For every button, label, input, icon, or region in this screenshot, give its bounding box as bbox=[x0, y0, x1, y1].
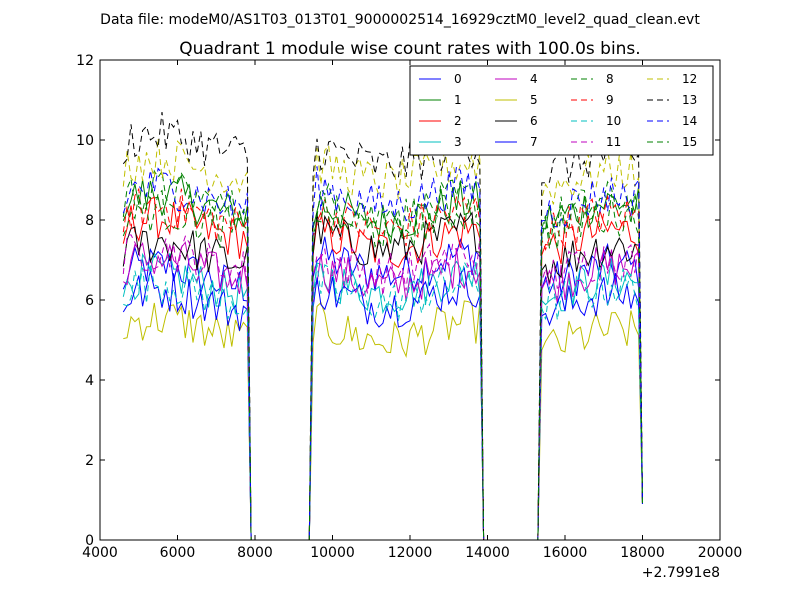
y-tick-label: 12 bbox=[76, 53, 94, 69]
x-offset-label: +2.7991e8 bbox=[642, 565, 720, 581]
x-tick-label: 8000 bbox=[237, 545, 273, 561]
x-tick-label: 12000 bbox=[388, 545, 433, 561]
legend-label: 0 bbox=[454, 72, 462, 86]
series-line-7 bbox=[122, 266, 643, 541]
legend-label: 6 bbox=[530, 114, 538, 128]
legend-label: 13 bbox=[682, 93, 697, 107]
series-line-8 bbox=[122, 169, 643, 541]
x-tick-label: 16000 bbox=[543, 545, 588, 561]
legend-label: 14 bbox=[682, 114, 697, 128]
legend-label: 9 bbox=[606, 93, 614, 107]
y-tick-label: 10 bbox=[76, 133, 94, 149]
series-line-9 bbox=[122, 187, 643, 541]
y-tick-label: 2 bbox=[85, 453, 94, 469]
legend-label: 10 bbox=[606, 114, 621, 128]
x-tick-label: 18000 bbox=[620, 545, 665, 561]
legend-label: 5 bbox=[530, 93, 538, 107]
y-tick-label: 0 bbox=[85, 533, 94, 549]
legend-label: 15 bbox=[682, 135, 697, 149]
x-tick-label: 14000 bbox=[465, 545, 510, 561]
series-layer bbox=[122, 112, 643, 541]
figure-suptitle: Data file: modeM0/AS1T03_013T01_90000025… bbox=[100, 12, 700, 28]
axes-layer: 4000 6000 8000 10000 12000 14000 16000 18000 200… bbox=[76, 53, 742, 561]
series-line-11 bbox=[122, 234, 643, 541]
series-line-13 bbox=[122, 112, 643, 541]
series-line-4 bbox=[123, 241, 643, 541]
y-tick-label: 8 bbox=[85, 213, 94, 229]
series-line-6 bbox=[122, 211, 643, 541]
series-line-14 bbox=[122, 165, 643, 541]
series-line-10 bbox=[123, 260, 643, 541]
x-tick-label: 4000 bbox=[82, 545, 118, 561]
x-tick-label: 20000 bbox=[698, 545, 743, 561]
series-line-5 bbox=[123, 300, 643, 541]
legend-label: 8 bbox=[606, 72, 614, 86]
legend-label: 1 bbox=[454, 93, 462, 107]
y-tick-label: 6 bbox=[85, 293, 94, 309]
legend-label: 4 bbox=[530, 72, 538, 86]
legend-frame bbox=[409, 65, 714, 156]
chart-title: Quadrant 1 module wise count rates with … bbox=[179, 39, 640, 59]
legend-label: 3 bbox=[454, 135, 462, 149]
series-line-1 bbox=[122, 174, 643, 541]
series-line-15 bbox=[122, 189, 643, 541]
legend-label: 12 bbox=[682, 72, 697, 86]
y-tick-label: 4 bbox=[85, 373, 94, 389]
series-line-12 bbox=[122, 138, 643, 541]
legend-label: 7 bbox=[530, 135, 538, 149]
legend-label: 11 bbox=[606, 135, 621, 149]
legend-label: 2 bbox=[454, 114, 462, 128]
x-tick-label: 10000 bbox=[310, 545, 355, 561]
x-tick-label: 6000 bbox=[160, 545, 196, 561]
